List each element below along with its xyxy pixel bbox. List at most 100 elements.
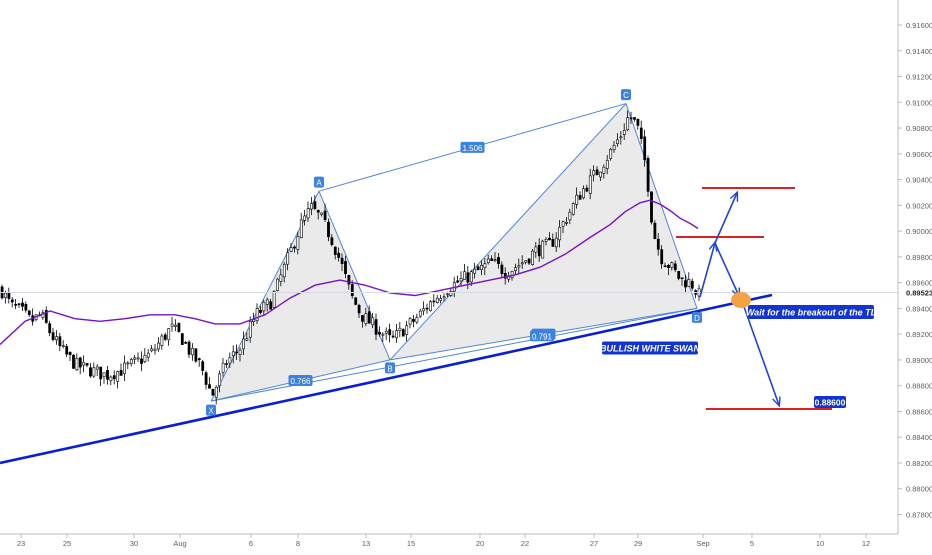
candle-body-down [690,280,694,289]
candle-body-down [316,210,320,213]
candle-body-up [150,348,154,352]
candle-body-up [255,308,259,321]
ratio-label-1-text: 0.766 [290,377,311,386]
candle-body-down [354,297,358,305]
candle-body-up [622,130,626,135]
candle-body-up [517,265,521,268]
candle-body-up [544,238,548,242]
candle-body-up [55,336,58,341]
candle [667,263,670,276]
candle [65,343,69,358]
candles-layer [0,110,701,405]
x-tick-label: 27 [590,539,598,548]
candle [61,340,65,349]
pattern-name-label-text: BULLISH WHITE SWAN [600,344,700,354]
candle [7,287,11,304]
candle [405,320,409,342]
candle [299,212,303,239]
candle-body-down [527,258,531,264]
candle-body-down [378,332,381,335]
pattern-name-label-bg [602,341,698,355]
moving-average-line [0,199,699,346]
candle-body-up [626,117,630,131]
candle-body-up [262,302,266,312]
candle-body-down [89,367,92,377]
trendline-layer [0,187,832,465]
candle-body-down [391,335,395,338]
candle [520,255,524,269]
candle [340,253,344,272]
candle [177,322,181,333]
candle [684,274,687,293]
pattern-leg-cd [625,103,698,309]
candle-body-down [636,118,640,126]
point-label-a: A [314,176,324,188]
candle [214,385,218,405]
candle [554,232,558,253]
candle [527,258,531,265]
breakout-note-label-text: Wait for the breakout of the TL [746,308,876,318]
ratio-label-1: 0.766 [288,375,313,387]
candle-body-up [561,221,565,227]
candle [228,352,232,368]
candle [490,255,494,261]
candle [75,353,79,371]
candle-body-down [677,271,681,279]
candle-body-down [197,358,201,360]
support-trendline [0,293,773,465]
ratio-label-3: 0.791 [530,330,554,342]
candle-body-down [361,315,364,322]
candle [633,117,636,122]
candle-body-up [405,325,409,335]
candle [503,267,507,285]
candle-body-down [259,309,262,313]
candle-body-up [463,271,466,280]
candle [384,327,388,340]
candle-body-down [673,263,677,271]
candle [191,343,194,361]
candle-body-down [106,370,109,380]
candle [116,370,120,389]
candle-body-down [163,334,167,340]
candle-body-down [432,300,436,303]
candle-body-up [231,351,235,356]
candle-body-down [490,258,494,261]
candle-body-down [646,157,650,192]
candle-body-down [663,265,667,268]
candle [51,327,55,342]
breakout-note-label-bg [748,305,874,319]
candle [548,232,551,241]
candle-body-down [235,351,239,354]
y-tick-label: 0.88200 [906,459,932,468]
candle [391,330,395,339]
candle-body-down [537,244,541,257]
target-price-label: 0.88600 [814,396,846,408]
candle [265,297,269,312]
x-tick-label: Sep [696,539,709,548]
point-label-c-text: C [623,91,629,100]
candle [568,208,572,225]
y-tick-label: 0.91600 [906,21,932,30]
candle [150,345,154,353]
candle-body-up [61,345,65,347]
candle [327,218,330,242]
candle-body-up [422,308,426,312]
candle-body-up [612,145,616,151]
candle-body-up [153,348,157,351]
target-price-label-bg [814,396,846,408]
arrow-down-to-target [742,303,779,405]
candle-body-up [279,274,283,282]
candle [34,314,38,322]
candle-body-up [459,277,463,282]
candle-body-up [102,372,106,378]
candle [398,322,402,338]
x-tick-label: Aug [173,539,186,548]
candle-body-up [582,188,585,199]
candle-body-down [667,265,670,268]
x-tick-label: 10 [816,539,824,548]
candle [357,303,361,318]
candle [367,305,371,324]
candle-body-up [609,148,613,159]
candle [279,268,283,287]
candle [656,232,660,256]
